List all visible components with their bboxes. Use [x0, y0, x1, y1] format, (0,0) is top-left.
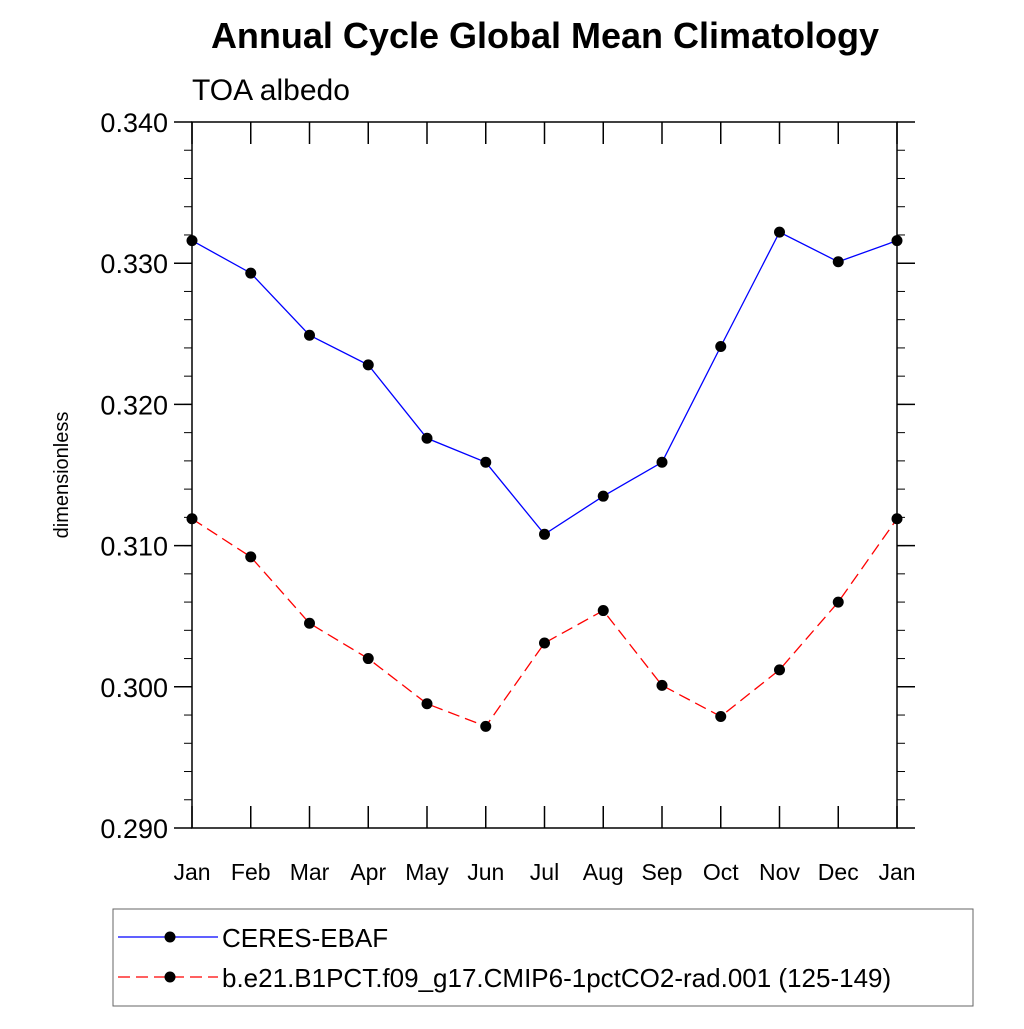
series-2-point — [597, 605, 609, 617]
y-tick-label: 0.320 — [100, 390, 168, 420]
series-2-point — [186, 513, 198, 525]
series-1-point — [891, 235, 903, 247]
series-2-point — [245, 551, 257, 563]
series-1-point — [774, 226, 785, 238]
legend-box — [112, 908, 974, 1007]
series-2-point — [421, 698, 433, 710]
y-tick-label: 0.340 — [100, 108, 168, 138]
legend-label-1: CERES-EBAF — [222, 923, 388, 953]
chart-title: Annual Cycle Global Mean Climatology — [211, 15, 879, 56]
series-2-point — [891, 513, 903, 525]
series-2-point — [304, 617, 315, 629]
x-tick-label: May — [405, 859, 449, 885]
x-tick-label: Feb — [231, 859, 271, 885]
x-tick-label: Jul — [530, 859, 559, 885]
plot-frame — [191, 121, 898, 829]
legend: CERES-EBAF b.e21.B1PCT.f09_g17.CMIP6-1pct… — [112, 908, 974, 1007]
series-2-point — [774, 664, 785, 676]
series-1-point — [597, 490, 609, 502]
x-tick-label: Apr — [350, 859, 386, 885]
legend-label-2: b.e21.B1PCT.f09_g17.CMIP6-1pctCO2-rad.00… — [222, 963, 891, 993]
series-1-point — [656, 456, 668, 468]
series-1-point — [539, 528, 550, 540]
legend-marker-2 — [164, 971, 176, 983]
series-1-point — [421, 432, 433, 444]
y-tick-label: 0.310 — [100, 532, 168, 562]
series-1-point — [304, 329, 315, 341]
series-1-point — [832, 256, 844, 268]
x-tick-label: Dec — [818, 859, 859, 885]
series-1-point — [362, 359, 374, 371]
series-2-point — [715, 710, 727, 722]
y-axis-label: dimensionless — [51, 412, 73, 539]
legend-marker-1 — [164, 931, 176, 943]
x-tick-label: Oct — [703, 859, 739, 885]
series-2-point — [480, 720, 492, 732]
series-1-point — [186, 235, 198, 247]
x-tick-label: Jan — [878, 859, 915, 885]
y-tick-label: 0.330 — [100, 249, 168, 279]
x-tick-label: Aug — [583, 859, 624, 885]
series-line-2 — [191, 518, 898, 728]
series-line-1 — [191, 231, 898, 536]
plot-area: 0.290 0.300 0.310 0.320 0.330 0.340 Jan Feb Mar A… — [100, 108, 915, 885]
series-2-point — [362, 653, 374, 665]
x-tick-label: Sep — [642, 859, 683, 885]
x-tick-label: Nov — [759, 859, 800, 885]
chart-subtitle: TOA albedo — [192, 74, 350, 107]
series-1-point — [715, 341, 727, 353]
y-tick-label: 0.290 — [100, 814, 168, 844]
x-tick-label: Jan — [173, 859, 210, 885]
series-1-point — [480, 456, 492, 468]
x-tick-label: Mar — [290, 859, 330, 885]
x-tick-label: Jun — [467, 859, 504, 885]
series-2-point — [539, 637, 550, 649]
series-2-point — [656, 679, 668, 691]
y-tick-label: 0.300 — [100, 673, 168, 703]
series-1-point — [245, 267, 257, 279]
series-2-point — [832, 596, 844, 608]
